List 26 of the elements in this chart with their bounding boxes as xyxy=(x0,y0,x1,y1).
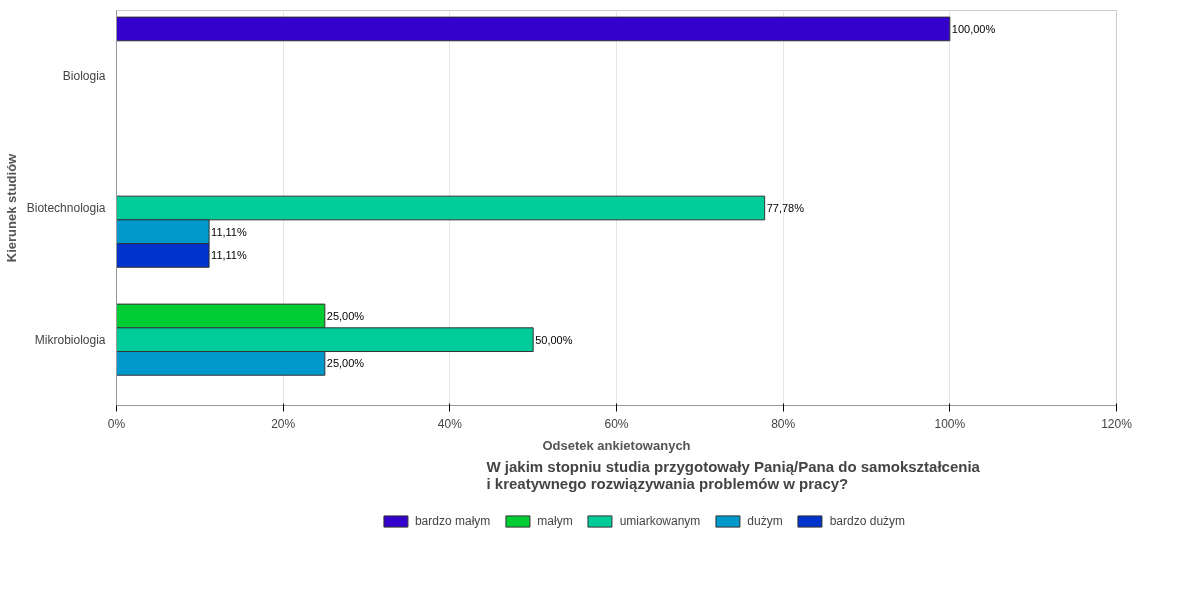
data-label: 11,11% xyxy=(211,249,247,262)
y-axis-title: Kierunek studiów xyxy=(3,152,19,263)
bar xyxy=(116,16,951,42)
data-label: 25,00% xyxy=(326,309,365,322)
legend-title: W jakim stopniu studia przygotowały Panią/Pana do samokształcenia i kreatywnego rozwiązywania problemów w pracy? xyxy=(486,457,981,492)
x-tick-label: 0% xyxy=(107,416,126,431)
y-tick-label: Mikrobiologia xyxy=(34,332,106,347)
y-tick-label: Biotechnologia xyxy=(26,201,106,215)
x-tick-label: 40% xyxy=(437,416,463,431)
legend-label: bardzo małym xyxy=(414,514,491,528)
legend-label: bardzo dużym xyxy=(829,514,906,528)
legend-label: dużym xyxy=(747,514,783,528)
data-label: 50,00% xyxy=(535,333,573,346)
x-tick-label: 60% xyxy=(604,416,629,431)
data-label: 11,11% xyxy=(211,225,247,238)
legend-label: małym xyxy=(537,514,573,528)
data-label: 77,78% xyxy=(766,202,805,214)
x-axis-title: Odsetek ankietowanych xyxy=(542,437,691,453)
y-tick-label: Biologia xyxy=(62,69,106,84)
data-label: 25,00% xyxy=(326,357,365,370)
x-tick-label: 120% xyxy=(1101,416,1133,431)
data-label: 100,00% xyxy=(951,22,996,35)
x-tick-label: 80% xyxy=(771,416,796,431)
x-tick-label: 100% xyxy=(934,416,966,431)
x-tick-label: 20% xyxy=(271,416,296,431)
legend-label: umiarkowanym xyxy=(619,514,701,528)
